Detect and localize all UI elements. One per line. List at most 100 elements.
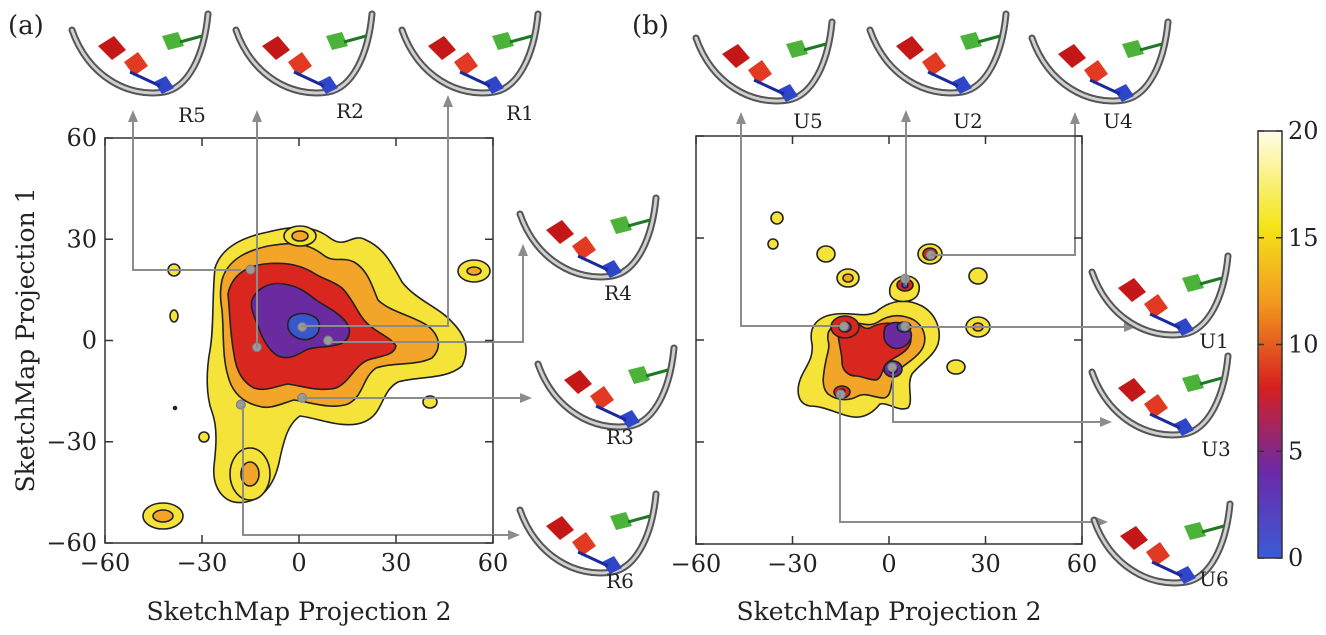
base-stick [577, 550, 609, 568]
structure-thumbnails: R5 R2 R1 R4 R3 R6 U5 U2 U4 U1 U3 U6 [68, 10, 1234, 593]
base-stick [1149, 312, 1181, 330]
structure-thumbnail-r2 [232, 10, 376, 97]
arrowhead-r3 [520, 393, 532, 403]
arrowhead-u2 [901, 110, 911, 122]
panel-b-island-4 [767, 238, 779, 250]
structure-thumbnail-r4 [516, 194, 660, 281]
panel-a-y-title: SketchMap Projection 1 [11, 187, 40, 492]
panel-a-island-1-inner [291, 230, 309, 242]
base-red [896, 36, 924, 60]
structure-label-u3: U3 [1201, 437, 1231, 461]
backbone-ribbon [232, 10, 376, 97]
panel-a-letter: (a) [8, 11, 44, 41]
structure-point-u5 [838, 321, 849, 332]
base-green [1184, 522, 1206, 540]
colorbar-tick-label: 0 [1288, 544, 1303, 572]
structure-label-r2: R2 [336, 99, 364, 123]
x-tick-label: 0 [291, 549, 306, 577]
base-blue [154, 76, 174, 94]
base-red [1118, 278, 1146, 302]
base-red [564, 370, 592, 394]
structure-label-r6: R6 [606, 569, 634, 593]
structure-point-r4 [323, 335, 334, 346]
callout-r6 [242, 406, 512, 536]
base-blue [778, 84, 798, 102]
base-red [1120, 526, 1148, 550]
panel-a-island-2-inner [466, 266, 482, 276]
colorbar-tick-label: 15 [1288, 224, 1319, 252]
panel-b-island-3 [770, 211, 784, 225]
structure-label-u5: U5 [793, 109, 823, 133]
base-green [492, 32, 514, 50]
base-red [124, 52, 148, 76]
panel-a-density [142, 225, 491, 530]
base-blue [318, 76, 338, 94]
base-green [628, 366, 650, 384]
structure-thumbnail-u1 [1088, 252, 1232, 339]
x-tick-label: −30 [767, 550, 818, 578]
base-blue [1174, 418, 1194, 436]
base-red [1118, 378, 1146, 402]
x-tick-label: −60 [671, 550, 722, 578]
arrowhead-r5 [128, 110, 138, 122]
base-stick [1089, 78, 1121, 96]
structure-thumbnail-u3 [1088, 352, 1232, 439]
panel-a-island-7 [198, 431, 210, 443]
backbone-ribbon [1088, 252, 1232, 339]
panel-a: −60 −30 0 30 60 −60 −30 0 30 60 SketchMap Project… [11, 95, 532, 626]
structure-label-r5: R5 [178, 103, 206, 127]
base-stick [645, 368, 669, 378]
base-green [610, 512, 632, 530]
panel-a-island-6 [169, 309, 179, 323]
backbone-ribbon [692, 18, 836, 105]
structure-thumbnail-u6 [1090, 500, 1234, 587]
base-red [1144, 294, 1168, 318]
arrowhead-r1 [443, 95, 453, 107]
panel-a-ticks: −60 −30 0 30 60 −60 −30 0 30 60 [46, 124, 508, 577]
structure-thumbnail-r6 [516, 490, 660, 577]
y-tick-label: 60 [66, 124, 97, 152]
arrowhead-r4 [518, 244, 528, 256]
base-green [1182, 274, 1204, 292]
base-red [262, 36, 290, 60]
x-tick-label: 30 [970, 550, 1001, 578]
base-red [1144, 394, 1168, 418]
structure-label-r4: R4 [604, 281, 632, 305]
structure-thumbnail-u2 [866, 10, 1010, 97]
backbone-ribbon [866, 10, 1010, 97]
panel-b-x-title: SketchMap Projection 2 [736, 597, 1041, 626]
base-blue [1174, 318, 1194, 336]
arrowhead-r6 [508, 530, 520, 540]
base-red [922, 52, 946, 76]
base-stick [627, 218, 651, 228]
base-red [454, 52, 478, 76]
base-stick [1151, 560, 1183, 578]
base-red [546, 220, 574, 244]
structure-label-r1: R1 [506, 101, 534, 125]
base-stick [1201, 524, 1225, 534]
base-green [326, 32, 348, 50]
base-blue [1176, 566, 1196, 584]
base-stick [1199, 276, 1223, 286]
backbone-ribbon [516, 490, 660, 577]
callout-r1 [301, 103, 449, 327]
base-blue [484, 76, 504, 94]
panel-b-callouts [740, 118, 1128, 523]
structure-thumbnail-u4 [1028, 18, 1172, 105]
base-stick [927, 70, 959, 88]
base-stick [343, 34, 367, 44]
base-green [162, 32, 184, 50]
base-stick [577, 254, 609, 272]
structure-point-r5 [245, 264, 256, 275]
panel-b-island-5 [968, 267, 988, 285]
panel-b-ticks: −60 −30 0 30 60 [671, 135, 1097, 578]
x-tick-label: −30 [177, 549, 228, 577]
base-stick [129, 70, 161, 88]
backbone-ribbon [398, 10, 542, 97]
panel-a-x-title: SketchMap Projection 2 [146, 597, 451, 626]
x-tick-label: 0 [881, 550, 896, 578]
base-red [98, 36, 126, 60]
arrowhead-u4 [1070, 112, 1080, 124]
backbone-ribbon [516, 194, 660, 281]
